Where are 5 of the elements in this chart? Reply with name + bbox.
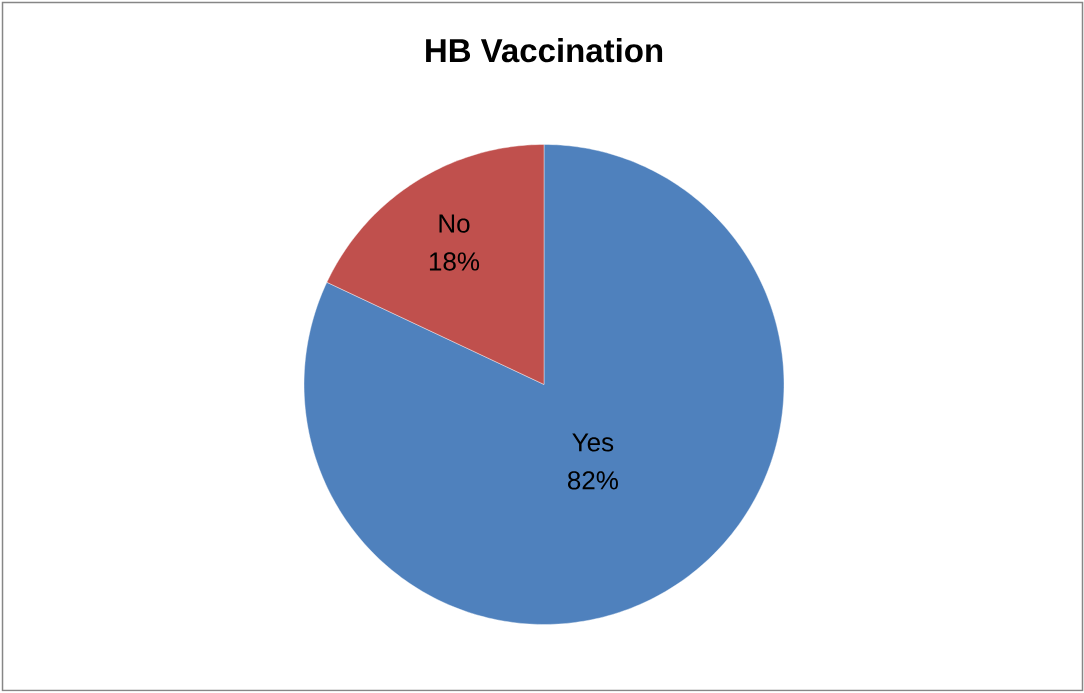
chart-title: HB Vaccination xyxy=(426,38,663,63)
data-label: 82% xyxy=(567,471,618,490)
data-label: 18% xyxy=(429,252,480,271)
slice-label: No xyxy=(439,214,470,233)
slice-label: Yes xyxy=(572,433,614,452)
